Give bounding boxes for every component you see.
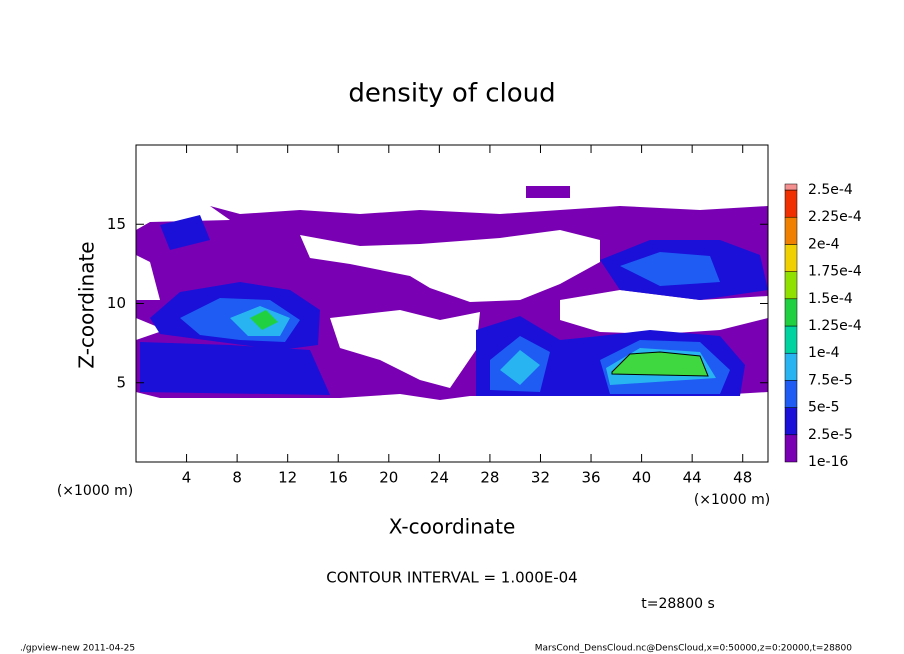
cloud-core <box>611 351 709 377</box>
colorbar-box <box>784 407 798 436</box>
gap <box>560 290 768 334</box>
colorbar-box <box>784 271 798 300</box>
x-tick-label: 12 <box>278 469 297 487</box>
x-tick-label: 8 <box>232 469 242 487</box>
chart-title: density of cloud <box>348 79 555 109</box>
colorbar-label: 2e-4 <box>808 236 840 252</box>
colorbar-box <box>784 244 798 272</box>
colorbar-box <box>784 216 798 245</box>
cloud-core <box>140 342 330 395</box>
colorbar-label: 1e-16 <box>808 454 848 470</box>
x-tick-label: 24 <box>430 469 449 487</box>
colorbar-label: 5e-5 <box>808 400 839 416</box>
colorbar-box <box>784 352 798 381</box>
x-tick-label: 44 <box>683 469 702 487</box>
x-tick-label: 40 <box>632 469 651 487</box>
gap <box>300 230 600 302</box>
cloud-core <box>500 350 540 385</box>
colorbar-label: 1.75e-4 <box>808 264 862 280</box>
time-label: t=28800 s <box>641 596 715 612</box>
x-tick-label: 36 <box>581 469 600 487</box>
colorbar-label: 2.5e-5 <box>808 427 853 443</box>
colorbar-label: 2.5e-4 <box>808 182 853 198</box>
colorbar-label: 1.25e-4 <box>808 318 862 334</box>
x-axis-title: X-coordinate <box>389 515 516 539</box>
x-tick-label: 28 <box>480 469 499 487</box>
cloud-core <box>620 252 720 286</box>
footer-right: MarsCond_DensCloud.nc@DensCloud,x=0:5000… <box>535 644 852 654</box>
colorbar-box <box>784 183 798 191</box>
y-tick-label: 15 <box>107 215 126 233</box>
x-tick-label: 32 <box>531 469 550 487</box>
colorbar-box <box>784 325 798 354</box>
colorbar-label: 1e-4 <box>808 345 840 361</box>
colorbar-box <box>784 189 798 218</box>
x-tick-label: 48 <box>733 469 752 487</box>
colorbar-label: 2.25e-4 <box>808 209 862 225</box>
y-axis-title: Z-coordinate <box>75 241 99 368</box>
cloud-core <box>160 215 210 250</box>
colorbar-box <box>784 298 798 327</box>
x-tick-label: 16 <box>329 469 348 487</box>
colorbar-box <box>784 434 798 463</box>
x-unit: (×1000 m) <box>694 492 770 508</box>
contour-field <box>136 186 768 400</box>
y-tick-label: 5 <box>116 373 126 391</box>
gap <box>136 318 165 340</box>
gap <box>330 310 480 388</box>
cloud-patch <box>526 186 570 198</box>
y-unit: (×1000 m) <box>57 483 133 499</box>
y-tick-label: 10 <box>107 294 126 312</box>
colorbar-label: 1.5e-4 <box>808 291 853 307</box>
gap <box>136 255 160 300</box>
footer-left: ./gpview-new 2011-04-25 <box>20 644 135 654</box>
cloud-core <box>250 310 278 330</box>
x-tick-label: 4 <box>182 469 192 487</box>
colorbar-label: 7.5e-5 <box>808 372 853 388</box>
contour-interval: CONTOUR INTERVAL = 1.000E-04 <box>326 569 577 587</box>
x-tick-label: 20 <box>379 469 398 487</box>
gap <box>136 206 230 230</box>
colorbar-box <box>784 380 798 408</box>
